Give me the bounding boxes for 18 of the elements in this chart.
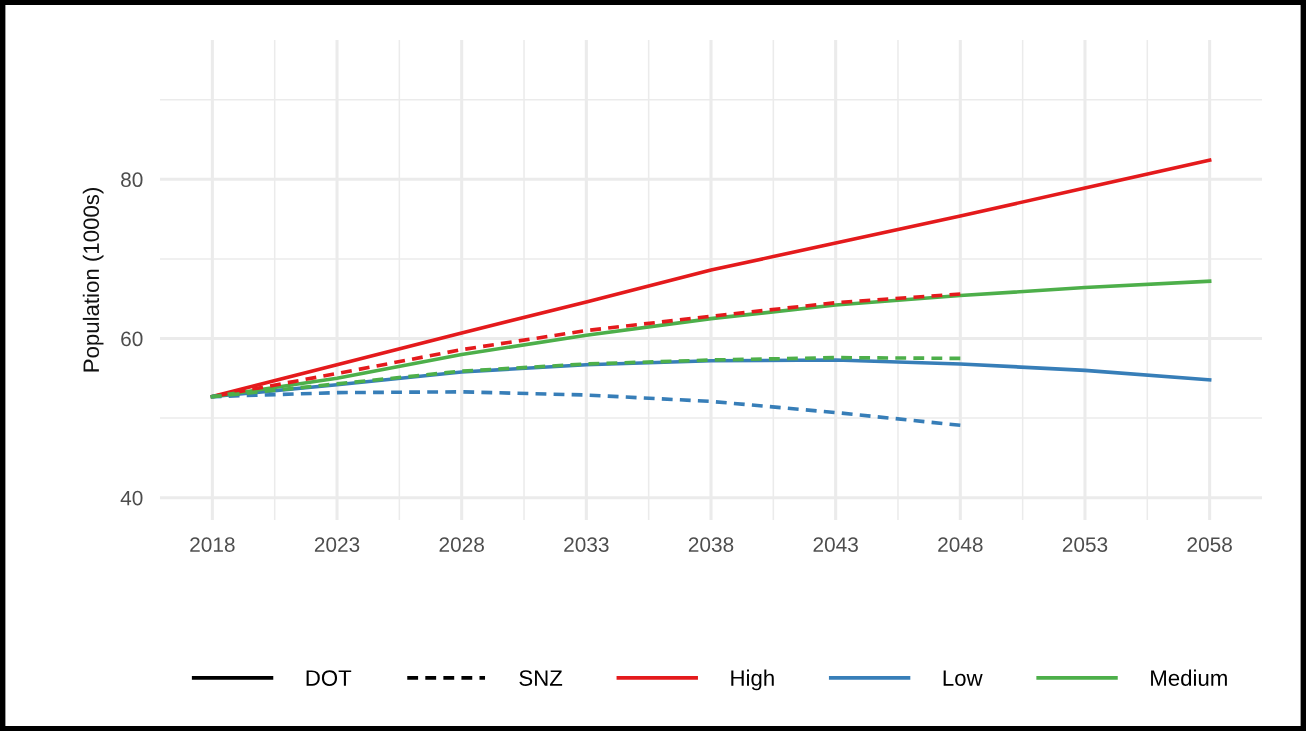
x-tick-label: 2053 [1062, 537, 1108, 552]
x-tick-label: 2033 [564, 537, 609, 552]
y-axis-title: Population (1000s) [82, 188, 104, 372]
x-tick-label: 2048 [938, 537, 983, 552]
x-tick-label: 2023 [314, 537, 360, 552]
y-tick-label: 80 [121, 172, 143, 188]
legend-label: SNZ [519, 670, 563, 686]
x-tick-label: 2058 [1187, 537, 1232, 552]
x-tick-label: 2043 [813, 537, 858, 552]
legend-label: High [731, 669, 774, 691]
y-tick-label: 60 [121, 331, 143, 347]
x-tick-label: 2028 [439, 537, 484, 552]
legend-label: DOT [306, 670, 352, 686]
x-tick-label: 2018 [190, 537, 235, 552]
x-tick-label: 2038 [688, 537, 734, 552]
y-tick-label: 40 [120, 490, 143, 506]
legend-label: Medium [1151, 669, 1227, 686]
legend-label: Low [943, 670, 983, 686]
